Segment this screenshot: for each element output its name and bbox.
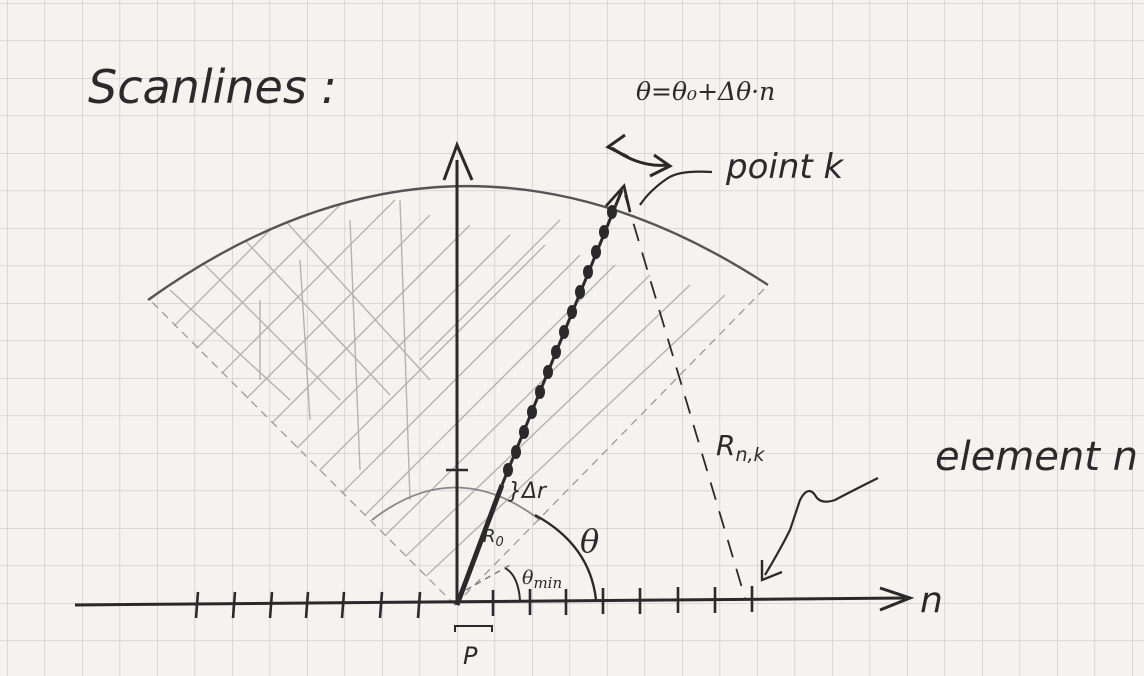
theta-min-label: θmin <box>522 567 562 592</box>
element-n-label: element n <box>935 434 1138 480</box>
element-n-arrowhead <box>760 560 783 582</box>
theta-min-ray <box>465 564 511 591</box>
formula: θ=θ₀+Δθ·n <box>636 77 775 106</box>
rotation-arrowhead-right <box>649 153 673 178</box>
scanline-samples <box>503 205 617 477</box>
rotation-arrowhead-left <box>605 133 629 159</box>
point-k-label: point k <box>725 147 845 187</box>
n-axis-label: n <box>920 580 943 621</box>
sector-right-edge <box>454 284 769 606</box>
theta-label: θ <box>580 522 599 560</box>
horizontal-axis-arrowhead <box>879 586 915 612</box>
delta-r-label: }Δr <box>508 479 548 504</box>
p-bracket <box>454 625 493 632</box>
horizontal-axis <box>74 596 906 607</box>
r0-segment <box>454 484 505 606</box>
r0-label: R0 <box>483 526 504 550</box>
element-n-leader <box>764 477 879 576</box>
theta-min-arc <box>504 567 521 601</box>
theta-arc <box>534 513 598 601</box>
p-label: P <box>463 642 478 670</box>
page-title: Scanlines : <box>88 60 337 114</box>
axis-ticks <box>194 586 754 619</box>
vertical-axis-arrowhead <box>442 140 474 181</box>
r-nk-dashed-line <box>624 194 746 599</box>
r-nk-label: Rn,k <box>716 429 766 466</box>
sector-left-edge <box>149 299 456 606</box>
point-k-leader <box>639 170 713 206</box>
